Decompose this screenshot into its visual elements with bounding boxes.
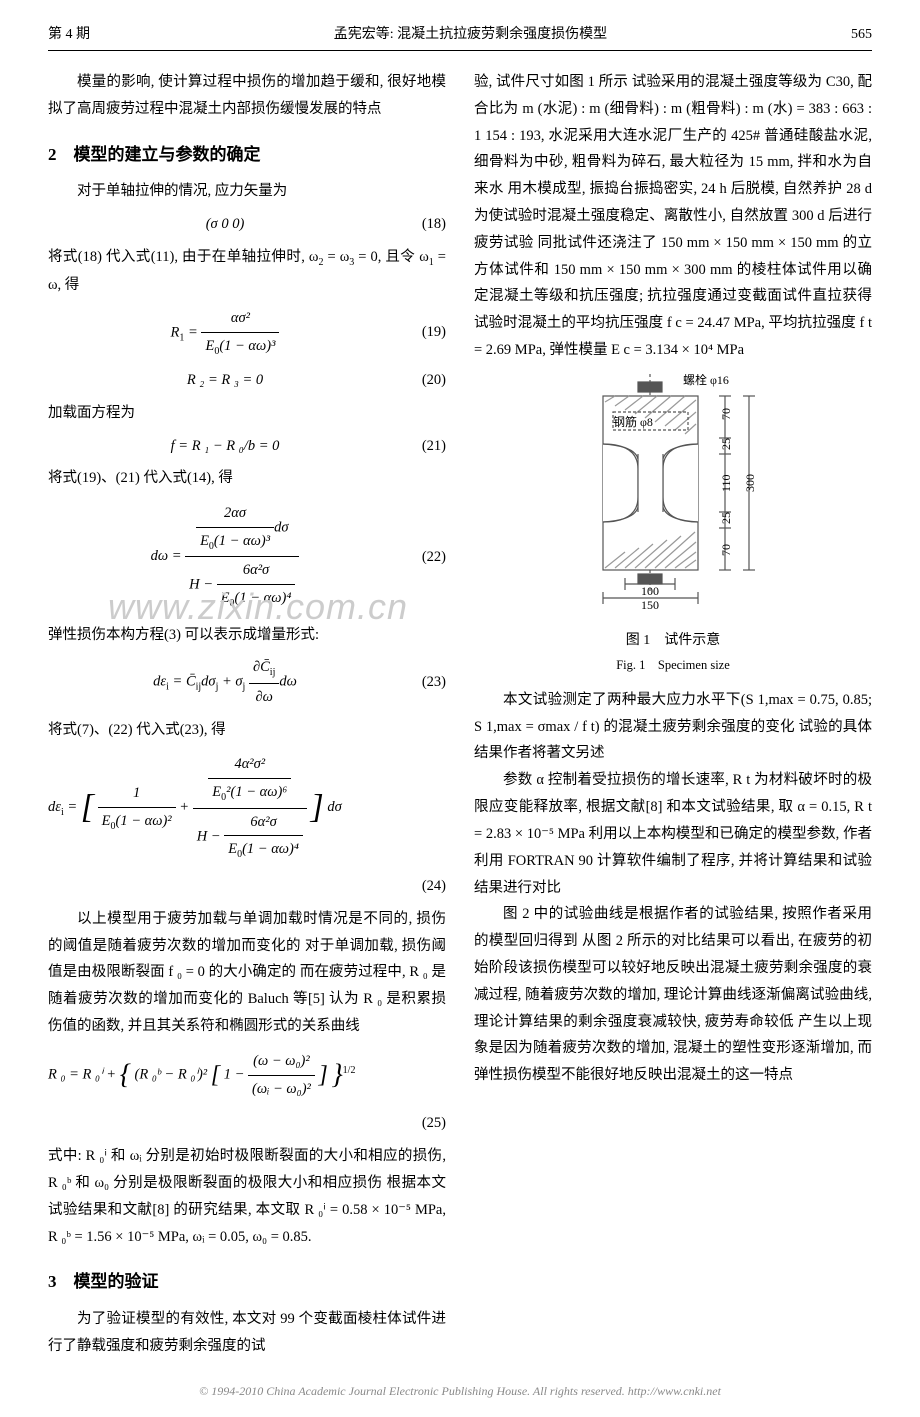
footer: © 1994-2010 China Academic Journal Elect…: [48, 1380, 872, 1402]
figure-1: 螺栓 φ16 钢筋 φ8 70 25 110 300 25 70 100 150…: [474, 374, 872, 677]
equation-25: R ₀ = R ₀ⁱ + { (R ₀ᵇ − R ₀ⁱ)² [ 1 − (ω −…: [48, 1048, 446, 1103]
equation-24-num: (24): [48, 873, 446, 900]
para: 加载面方程为: [48, 400, 446, 427]
svg-text:70: 70: [719, 408, 733, 420]
page-header: 第 4 期 孟宪宏等: 混凝土抗拉疲劳剩余强度损伤模型 565: [48, 22, 872, 51]
equation-21: f = R ₁ − R ₀/b = 0 (21): [48, 433, 446, 460]
header-right: 565: [851, 22, 872, 48]
figure-caption-cn: 图 1 试件示意: [474, 628, 872, 654]
para: 式中: R ₀ⁱ 和 ωᵢ 分别是初始时极限断裂面的大小和相应的损伤, R ₀ᵇ…: [48, 1143, 446, 1250]
svg-text:150: 150: [641, 598, 659, 612]
equation-22: dω = 2ασE0(1 − αω)³dσ H − 6α²σE0(1 − αω)…: [48, 500, 446, 613]
svg-text:70: 70: [719, 544, 733, 556]
equation-19: R1 = ασ²E0(1 − αω)³ (19): [48, 305, 446, 361]
svg-text:25: 25: [719, 512, 733, 524]
para: 验, 试件尺寸如图 1 所示 试验采用的混凝土强度等级为 C30, 配合比为 m…: [474, 69, 872, 364]
svg-text:钢筋 φ8: 钢筋 φ8: [613, 414, 653, 429]
svg-text:螺栓 φ16: 螺栓 φ16: [683, 374, 729, 387]
right-column: 验, 试件尺寸如图 1 所示 试验采用的混凝土强度等级为 C30, 配合比为 m…: [474, 69, 872, 1360]
para: 对于单轴拉伸的情况, 应力矢量为: [48, 178, 446, 205]
para: 将式(7)、(22) 代入式(23), 得: [48, 717, 446, 744]
equation-23: dεi = C̄ijdσj + σj ∂C̄ij∂ωdω (23): [48, 654, 446, 710]
specimen-diagram: 螺栓 φ16 钢筋 φ8 70 25 110 300 25 70 100 150: [543, 374, 803, 624]
para: 模量的影响, 使计算过程中损伤的增加趋于缓和, 很好地模拟了高周疲劳过程中混凝土…: [48, 69, 446, 123]
left-column: 模量的影响, 使计算过程中损伤的增加趋于缓和, 很好地模拟了高周疲劳过程中混凝土…: [48, 69, 446, 1360]
svg-text:110: 110: [719, 474, 733, 492]
section-heading-2: 2 模型的建立与参数的确定: [48, 139, 446, 170]
svg-text:300: 300: [743, 474, 757, 492]
para: 图 2 中的试验曲线是根据作者的试验结果, 按照作者采用的模型回归得到 从图 2…: [474, 901, 872, 1089]
para: 以上模型用于疲劳加载与单调加载时情况是不同的, 损伤的阈值是随着疲劳次数的增加而…: [48, 906, 446, 1040]
figure-caption-en: Fig. 1 Specimen size: [474, 654, 872, 677]
svg-text:100: 100: [641, 584, 659, 598]
para: 本文试验测定了两种最大应力水平下(S 1,max = 0.75, 0.85; S…: [474, 687, 872, 767]
equation-20: R ₂ = R ₃ = 0 (20): [48, 367, 446, 394]
svg-text:25: 25: [719, 438, 733, 450]
para: 弹性损伤本构方程(3) 可以表示成增量形式:: [48, 622, 446, 649]
equation-18: (σ 0 0) (18): [48, 211, 446, 238]
equation-24: dεi = [ 1E0(1 − αω)² + 4α²σ²E0²(1 − αω)⁶…: [48, 751, 446, 864]
para: 为了验证模型的有效性, 本文对 99 个变截面棱柱体试件进行了静载强度和疲劳剩余…: [48, 1306, 446, 1360]
header-center: 孟宪宏等: 混凝土抗拉疲劳剩余强度损伤模型: [334, 22, 607, 48]
para: 参数 α 控制着受拉损伤的增长速率, R t 为材料破坏时的极限应变能释放率, …: [474, 767, 872, 901]
equation-25-num: (25): [48, 1110, 446, 1137]
para: 将式(19)、(21) 代入式(14), 得: [48, 465, 446, 492]
header-left: 第 4 期: [48, 22, 90, 48]
para: 将式(18) 代入式(11), 由于在单轴拉伸时, ω2 = ω3 = 0, 且…: [48, 244, 446, 299]
section-heading-3: 3 模型的验证: [48, 1266, 446, 1297]
